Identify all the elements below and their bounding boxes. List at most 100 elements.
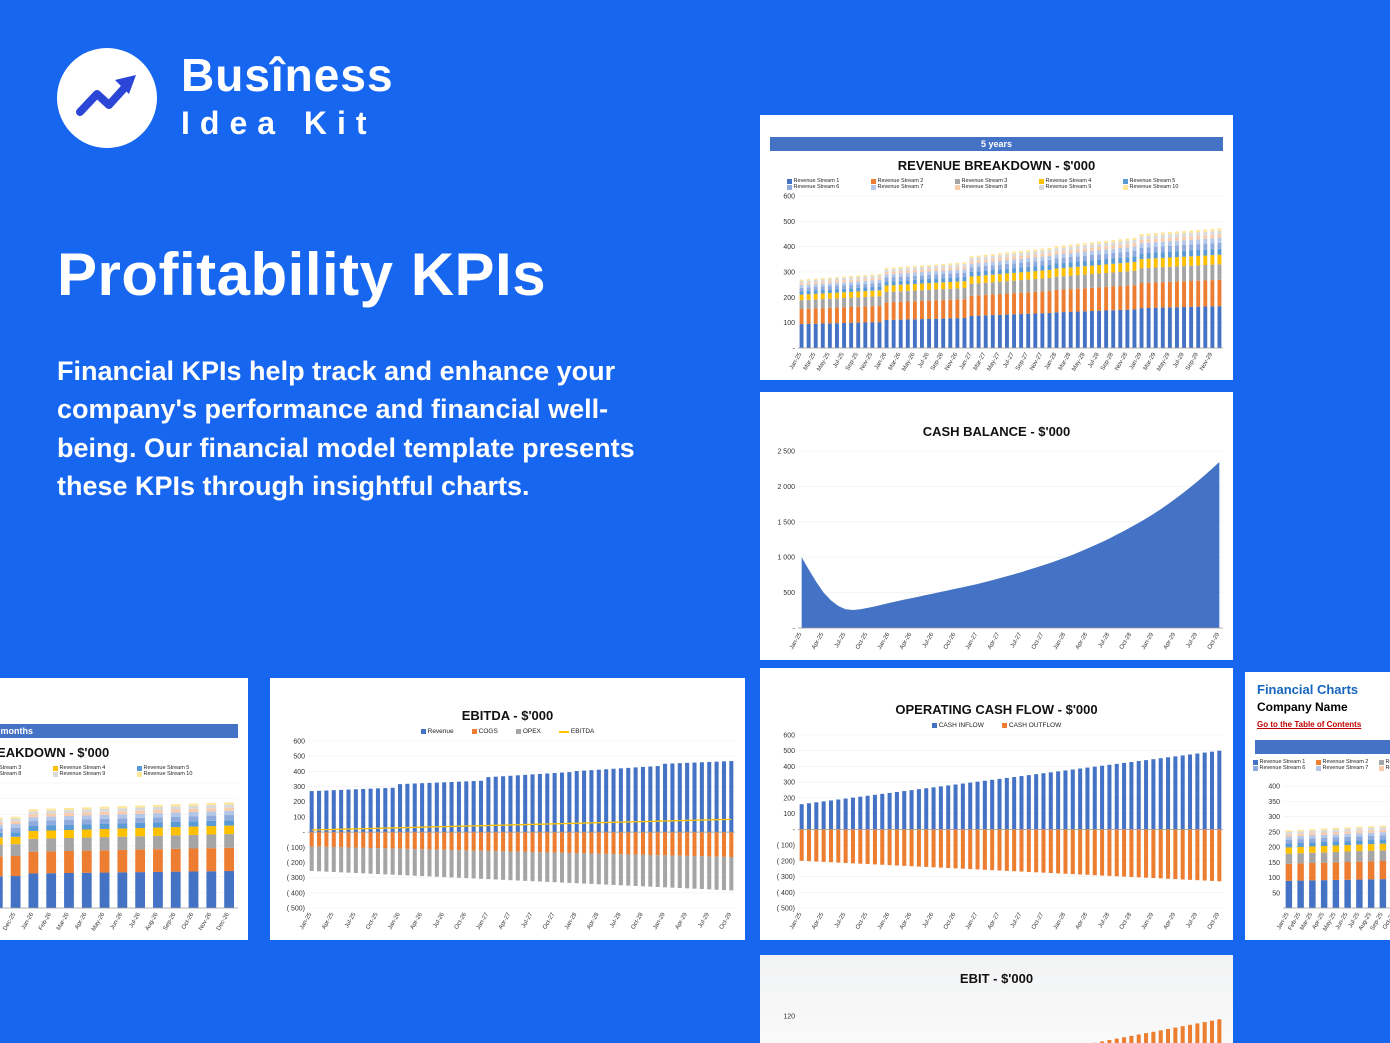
- svg-text:May-29: May-29: [1156, 351, 1172, 372]
- legend-label: OPEX: [522, 728, 541, 735]
- svg-text:Oct-26: Oct-26: [181, 911, 196, 930]
- svg-text:Oct-27: Oct-27: [542, 911, 557, 930]
- legend-swatch: [786, 184, 792, 190]
- legend-label: Revenue Stream 1: [1259, 759, 1306, 765]
- cash-balance-chart: 2 500 2 000 1 500 1 000 500 - Jan-25 Apr-25 Jul-…: [764, 445, 1229, 658]
- svg-text:Apr-26: Apr-26: [74, 911, 89, 930]
- legend-item: Revenue Stream 4: [52, 765, 137, 771]
- legend-swatch: [1378, 759, 1384, 765]
- panel-cash-balance: CASH BALANCE - $'000 2 500 2 000 1 500 1 00…: [760, 392, 1233, 660]
- legend-swatch: [1038, 184, 1044, 190]
- svg-text:Mar-27: Mar-27: [973, 351, 988, 371]
- svg-text:Jan-27: Jan-27: [959, 351, 974, 370]
- svg-text:Dec-25: Dec-25: [2, 911, 17, 931]
- svg-text:Oct-25: Oct-25: [855, 911, 870, 930]
- svg-text:Sep-25: Sep-25: [845, 351, 860, 371]
- legend-swatch: [1252, 759, 1258, 765]
- svg-text:Jan-27: Jan-27: [965, 911, 980, 930]
- legend-item: Revenue Stream 4: [1038, 178, 1123, 184]
- company-name: Company Name: [1257, 700, 1348, 714]
- svg-text:Oct-29: Oct-29: [1207, 911, 1222, 930]
- svg-text:350: 350: [1268, 799, 1280, 806]
- svg-text:Apr-27: Apr-27: [987, 911, 1002, 930]
- legend-label: Revenue Stream 8: [1385, 765, 1390, 771]
- svg-text:1 000: 1 000: [777, 555, 795, 562]
- svg-text:Jan-26: Jan-26: [874, 351, 889, 370]
- svg-text:400: 400: [783, 764, 795, 771]
- legend-swatch: [471, 729, 477, 734]
- brand-name: Busîness Idea Kit: [181, 52, 394, 139]
- side-preview-chart: 400 350 300 250 200 150 100 50 Jan-25 Feb-25 Mar-2…: [1249, 771, 1390, 938]
- svg-text:Jan-28: Jan-28: [564, 911, 579, 930]
- legend-label: CASH INFLOW: [938, 722, 984, 729]
- table-of-contents-link[interactable]: Go to the Table of Contents: [1257, 720, 1362, 729]
- svg-text:Jan-25: Jan-25: [789, 351, 804, 370]
- svg-text:Apr-27: Apr-27: [498, 911, 513, 930]
- legend-item: CASH OUTFLOW: [1001, 722, 1062, 729]
- svg-text:400: 400: [783, 244, 795, 251]
- legend-label: Revenue: [427, 728, 454, 735]
- legend-label: Revenue Stream 5: [1129, 178, 1176, 184]
- legend-item: Revenue Stream 2: [870, 178, 955, 184]
- legend-label: Revenue Stream 10: [1129, 184, 1179, 190]
- svg-text:Jan-28: Jan-28: [1044, 351, 1059, 370]
- svg-text:Jan-27: Jan-27: [476, 911, 491, 930]
- page-description: Financial KPIs help track and enhance yo…: [57, 356, 635, 501]
- svg-text:50: 50: [1272, 890, 1280, 897]
- svg-text:Jan-27: Jan-27: [965, 631, 980, 650]
- legend-item: Revenue Stream 10: [136, 771, 221, 777]
- svg-text:400: 400: [293, 769, 305, 776]
- legend-label: Revenue Stream 3: [1385, 759, 1390, 765]
- svg-text:Nov-26: Nov-26: [944, 351, 959, 371]
- legend-swatch: [1378, 765, 1384, 771]
- legend-item: Revenue Stream 2: [1315, 759, 1379, 765]
- legend-item: Revenue Stream 1: [1252, 759, 1316, 765]
- legend-item: Revenue Stream 6: [1252, 765, 1316, 771]
- chart-title-cash-balance: CASH BALANCE - $'000: [922, 424, 1071, 439]
- svg-text:150: 150: [1268, 860, 1280, 867]
- legend-label: Revenue Stream 2: [1322, 759, 1369, 765]
- svg-text:( 500): ( 500): [777, 906, 795, 913]
- svg-text:Oct-27: Oct-27: [1031, 631, 1046, 650]
- legend-label: Revenue Stream 4: [1045, 178, 1092, 184]
- svg-text:Nov-25: Nov-25: [859, 351, 874, 371]
- legend-swatch: [1038, 178, 1044, 184]
- legend-item: Revenue Stream 5: [136, 765, 221, 771]
- svg-text:Jul-29: Jul-29: [1186, 911, 1200, 929]
- legend-label: Revenue Stream 7: [1322, 765, 1369, 771]
- svg-text:( 400): ( 400): [287, 890, 305, 897]
- legend-label: COGS: [478, 728, 498, 735]
- svg-text:Oct-29: Oct-29: [719, 911, 734, 930]
- brand-line1: Busîness: [181, 49, 394, 101]
- svg-text:Apr-26: Apr-26: [899, 911, 914, 930]
- svg-text:May-28: May-28: [1071, 351, 1087, 372]
- svg-text:2 500: 2 500: [777, 449, 795, 456]
- legend-swatch: [1122, 184, 1128, 190]
- panel-ebitda: EBITDA - $'000 Revenue COGS OPEX EBITDA 600…: [270, 678, 745, 940]
- svg-text:Jul-25: Jul-25: [834, 911, 848, 929]
- svg-text:Oct-26: Oct-26: [943, 631, 958, 650]
- svg-text:250: 250: [1268, 829, 1280, 836]
- svg-text:( 200): ( 200): [287, 860, 305, 867]
- svg-text:Jun-25: Jun-25: [1335, 911, 1350, 930]
- svg-text:Jul-25: Jul-25: [344, 911, 358, 929]
- legend-item: Revenue Stream 1: [786, 178, 871, 184]
- legend-swatch: [1122, 178, 1128, 184]
- svg-text:( 500): ( 500): [287, 906, 305, 913]
- svg-text:300: 300: [783, 270, 795, 277]
- legend-swatch: [1315, 759, 1321, 765]
- svg-text:Jul-25: Jul-25: [834, 631, 848, 649]
- legend-swatch: [515, 729, 521, 734]
- svg-text:200: 200: [1268, 845, 1280, 852]
- legend-label: CASH OUTFLOW: [1008, 722, 1062, 729]
- svg-text:Mar-28: Mar-28: [1058, 351, 1073, 371]
- svg-text:200: 200: [783, 795, 795, 802]
- svg-text:Jul-29: Jul-29: [1186, 631, 1200, 649]
- panel-operating-cash-flow: OPERATING CASH FLOW - $'000 CASH INFLOW C…: [760, 668, 1233, 940]
- svg-text:-: -: [303, 830, 306, 837]
- legend-item: CASH INFLOW: [931, 722, 984, 729]
- svg-text:Jun-26: Jun-26: [110, 911, 125, 930]
- svg-text:Jul-27: Jul-27: [1002, 351, 1016, 369]
- chart-title-revenue-breakdown-5y: REVENUE BREAKDOWN - $'000: [897, 158, 1096, 173]
- svg-text:Apr-25: Apr-25: [321, 911, 336, 930]
